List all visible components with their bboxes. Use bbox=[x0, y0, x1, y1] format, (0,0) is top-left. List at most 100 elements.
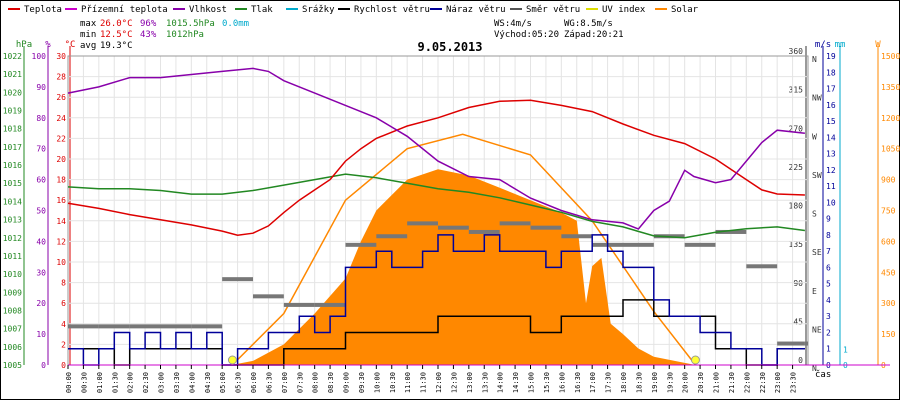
x-tick-label: 13:30 bbox=[481, 372, 489, 393]
x-tick-label: 23:00 bbox=[774, 372, 782, 393]
axis-tick-wdir: NE bbox=[812, 325, 822, 334]
axis-tick-hpa: 1008 bbox=[3, 306, 22, 315]
wind-direction-segment bbox=[530, 225, 562, 230]
wind-direction-segment bbox=[253, 294, 284, 299]
axis-tick-degc: 20 bbox=[56, 155, 66, 164]
axis-tick-degc: 16 bbox=[56, 196, 66, 205]
stats-block: max 26.0°C 96% 1015.5hPa 0.0mm min 12.5°… bbox=[80, 19, 624, 51]
x-tick-label: 18:00 bbox=[620, 372, 628, 393]
x-tick-label: 08:30 bbox=[327, 372, 335, 393]
wind-direction-segment bbox=[715, 229, 747, 234]
axis-tick-ms: 17 bbox=[826, 85, 836, 94]
wind-direction-segment bbox=[360, 242, 377, 247]
axis-tick-hpa: 1007 bbox=[3, 325, 22, 334]
legend-label: Tlak bbox=[251, 5, 273, 15]
axis-tick-degc: 14 bbox=[56, 217, 66, 226]
x-tick-label: 21:00 bbox=[713, 372, 721, 393]
legend-swatch bbox=[586, 8, 598, 10]
stat-sunrise: Východ:05:20 bbox=[494, 30, 559, 40]
axis-tick-ms: 18 bbox=[826, 68, 836, 77]
axis-tick-hpa: 1018 bbox=[3, 125, 22, 134]
stat-min-label: min bbox=[80, 30, 96, 40]
axis-tick-degc: 2 bbox=[61, 340, 66, 349]
axis-tick-pct: 20 bbox=[36, 299, 46, 308]
legend-label: Teplota bbox=[24, 5, 62, 15]
stat-sunset: Západ:20:21 bbox=[564, 30, 624, 40]
axis-tick-ms: 15 bbox=[826, 117, 836, 126]
axis-tick-ms: 6 bbox=[826, 263, 831, 272]
axis-tick-ms: 2 bbox=[826, 328, 831, 337]
wind-direction-segment bbox=[499, 221, 531, 226]
wind-direction-segment bbox=[684, 242, 716, 247]
wind-direction-segment bbox=[438, 225, 469, 230]
axis-tick-ms: 1 bbox=[826, 345, 831, 354]
wind-direction-segment bbox=[222, 277, 253, 282]
stat-min-hum: 43% bbox=[140, 30, 157, 40]
legend-swatch bbox=[235, 8, 247, 10]
x-tick-label: 17:00 bbox=[589, 372, 597, 393]
stat-max-label: max bbox=[80, 19, 97, 29]
x-tick-label: 20:30 bbox=[697, 372, 705, 393]
x-tick-label: 05:30 bbox=[235, 372, 243, 393]
axis-title-pct: % bbox=[45, 40, 51, 50]
axis-tick-pct: 30 bbox=[36, 268, 46, 277]
stat-max-press: 1015.5hPa bbox=[166, 19, 215, 29]
x-tick-label: 04:00 bbox=[188, 372, 196, 393]
x-tick-label: 02:00 bbox=[127, 372, 135, 393]
axis-tick-wdir: S bbox=[812, 210, 817, 219]
axes: hPa1005100610071008100910101011101210131… bbox=[3, 40, 900, 373]
axis-tick-pct: 0 bbox=[41, 361, 46, 370]
x-tick-label: 01:00 bbox=[96, 372, 104, 393]
axis-tick-ms: 11 bbox=[826, 182, 836, 191]
x-tick-label: 02:30 bbox=[142, 372, 150, 393]
axis-tick-hpa: 1017 bbox=[3, 143, 22, 152]
stat-min-press: 1012hPa bbox=[166, 30, 204, 40]
axis-tick-degc: 12 bbox=[56, 237, 66, 246]
axis-tick-wdir-deg: 45 bbox=[793, 317, 803, 326]
x-tick-label: 12:30 bbox=[450, 372, 458, 393]
stat-ws: WS:4m/s bbox=[494, 19, 532, 29]
stat-max-temp: 26.0°C bbox=[100, 19, 133, 29]
axis-tick-mm: 1 bbox=[843, 346, 848, 355]
axis-tick-pct: 10 bbox=[36, 330, 46, 339]
chart-title: 9.05.2013 bbox=[417, 40, 482, 54]
x-tick-label: 11:00 bbox=[404, 372, 412, 393]
sun-marker bbox=[227, 355, 237, 365]
legend-label: UV index bbox=[602, 5, 646, 15]
x-tick-label: 21:30 bbox=[728, 372, 736, 393]
axis-tick-pct: 100 bbox=[32, 52, 47, 61]
axis-tick-hpa: 1012 bbox=[3, 234, 22, 243]
x-tick-label: 07:30 bbox=[296, 372, 304, 393]
axis-tick-w: 300 bbox=[881, 299, 896, 308]
x-tick-label: 06:30 bbox=[265, 372, 273, 393]
axis-title-mm: mm bbox=[835, 40, 846, 50]
axis-tick-w: 1500 bbox=[881, 52, 900, 61]
stat-max-hum: 96% bbox=[140, 19, 157, 29]
axis-tick-degc: 24 bbox=[56, 114, 66, 123]
axis-tick-pct: 40 bbox=[36, 237, 46, 246]
stat-avg-label: avg bbox=[80, 41, 96, 51]
plot-area bbox=[67, 67, 808, 366]
x-tick-label: 00:30 bbox=[80, 372, 88, 393]
legend-swatch bbox=[510, 8, 522, 10]
axis-tick-degc: 8 bbox=[61, 279, 66, 288]
x-tick-label: 00:00 bbox=[65, 372, 73, 393]
axis-tick-hpa: 1019 bbox=[3, 107, 22, 116]
axis-tick-wdir-deg: 90 bbox=[793, 279, 803, 288]
axis-tick-wdir: E bbox=[812, 287, 817, 296]
x-tick-label: 08:00 bbox=[312, 372, 320, 393]
series-humidity bbox=[67, 67, 805, 230]
x-tick-label: 07:00 bbox=[281, 372, 289, 393]
x-tick-label: 18:30 bbox=[635, 372, 643, 393]
axis-tick-wdir-deg: 225 bbox=[789, 163, 804, 172]
x-axis: 00:00 00:30 01:00 01:30 02:00 02:30 03:00 03:30… bbox=[65, 364, 890, 393]
axis-tick-w: 600 bbox=[881, 237, 896, 246]
axis-tick-degc: 10 bbox=[56, 258, 66, 267]
wind-direction-segment bbox=[777, 341, 805, 346]
axis-tick-ms: 16 bbox=[826, 101, 836, 110]
axis-tick-ms: 12 bbox=[826, 166, 836, 175]
x-tick-label: 17:30 bbox=[605, 372, 613, 393]
x-tick-label: 09:00 bbox=[343, 372, 351, 393]
axis-tick-pct: 50 bbox=[36, 207, 46, 216]
wind-direction-segment bbox=[407, 221, 438, 226]
